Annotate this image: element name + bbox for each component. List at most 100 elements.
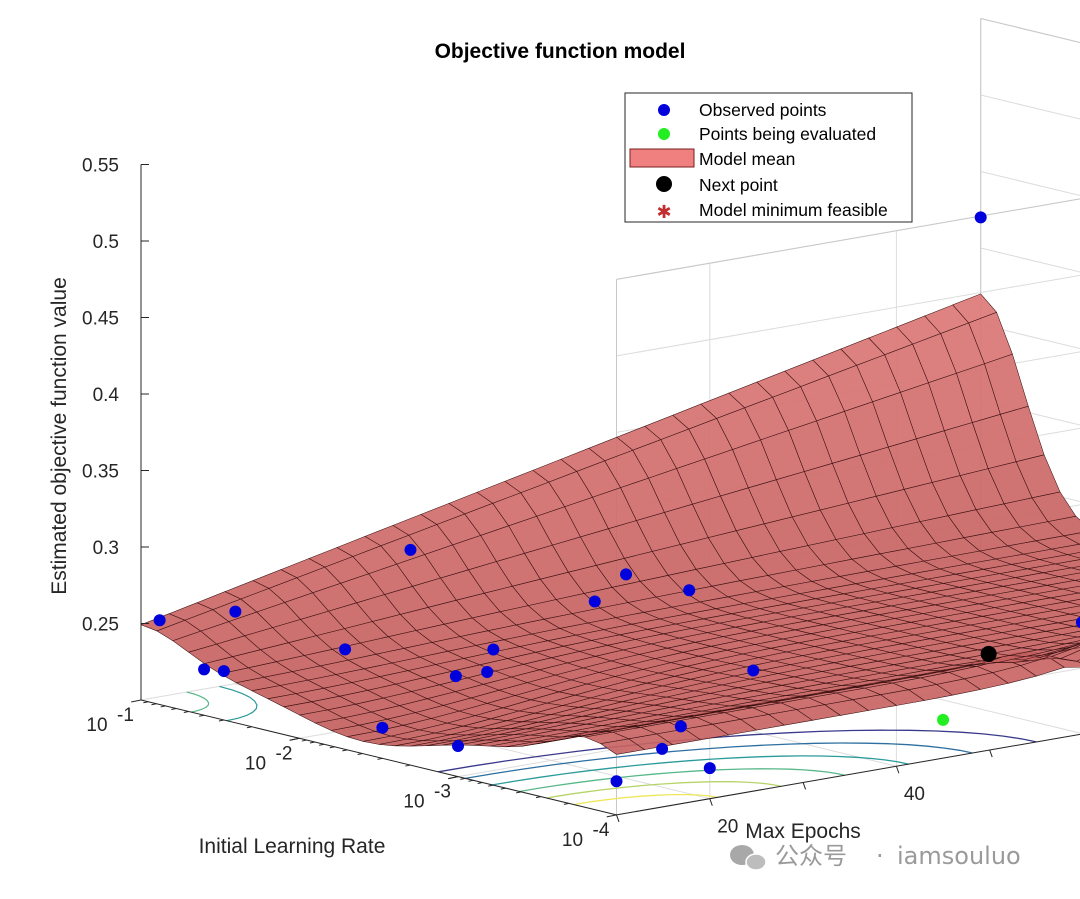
- observed-point: [481, 665, 494, 678]
- legend-label-evaluating: Points being evaluated: [699, 124, 876, 144]
- legend-label-minimum: Model minimum feasible: [699, 200, 888, 220]
- y-axis-line: [616, 733, 1080, 816]
- left-wall-gridline: [980, 18, 1080, 44]
- legend-marker-evaluating: [658, 128, 670, 140]
- x-tick: [342, 749, 348, 752]
- x-tick: [516, 791, 522, 794]
- x-tick: [309, 741, 315, 744]
- x-tick: [563, 802, 569, 805]
- x-tick: [329, 746, 335, 749]
- x-tick-label: 10: [245, 753, 266, 774]
- y-tick: [802, 782, 807, 790]
- z-tick-label: 0.5: [93, 232, 119, 253]
- observed-point: [217, 665, 230, 678]
- legend: Observed points Points being evaluated M…: [624, 92, 913, 223]
- observed-point: [1075, 616, 1080, 629]
- observed-point: [153, 614, 166, 627]
- legend-marker-model-mean: [629, 148, 695, 168]
- floor-contours: [186, 685, 1037, 806]
- x-tick: [246, 726, 252, 729]
- legend-label-model-mean: Model mean: [699, 149, 795, 169]
- evaluating-point: [937, 713, 950, 726]
- x-tick: [319, 743, 325, 746]
- contour-line: [186, 691, 210, 713]
- x-tick: [160, 705, 166, 708]
- legend-marker-next-point: [656, 176, 672, 192]
- back-wall-gridline: [616, 274, 1080, 357]
- x-tick-label: 10: [562, 830, 583, 851]
- contour-line: [519, 768, 846, 793]
- z-tick-label: 0.4: [93, 385, 120, 406]
- x-axis-label: Initial Learning Rate: [199, 835, 386, 858]
- left-wall-gridline: [980, 171, 1080, 197]
- z-axis-label: Estimated objective function value: [48, 277, 71, 595]
- x-tick: [357, 753, 363, 756]
- observed-point: [449, 670, 462, 683]
- z-tick-label: 0.3: [93, 538, 119, 559]
- surface-patch: [1070, 612, 1080, 617]
- left-wall-gridline: [980, 247, 1080, 273]
- x-tick-label: 10: [403, 792, 424, 813]
- x-tick: [460, 777, 466, 780]
- observed-point: [339, 643, 352, 656]
- legend-marker-minimum: ✱: [656, 202, 671, 223]
- data-points: [153, 211, 1080, 788]
- x-tick: [171, 708, 177, 710]
- legend-label-observed: Observed points: [699, 100, 827, 120]
- y-tick-label: 40: [904, 784, 925, 805]
- contour-line: [573, 793, 718, 806]
- watermark: 公众号 · iamsouluo: [730, 842, 1021, 871]
- observed-point: [198, 663, 211, 676]
- legend-marker-observed: [658, 104, 670, 116]
- left-wall-gridline: [980, 324, 1080, 350]
- x-tick: [151, 703, 157, 706]
- z-tick-label: 0.55: [82, 156, 119, 177]
- observed-point: [656, 742, 669, 755]
- x-axis-line: [140, 699, 617, 816]
- x-tick: [535, 796, 541, 799]
- observed-point: [703, 762, 716, 775]
- contour-line: [465, 742, 973, 780]
- box-edge: [616, 198, 1080, 280]
- x-tick: [488, 784, 494, 787]
- x-tick: [143, 701, 149, 704]
- next-point: [980, 645, 997, 662]
- legend-label-next-point: Next point: [699, 175, 778, 195]
- chart-title: Objective function model: [435, 40, 686, 63]
- observed-point: [747, 664, 760, 677]
- y-axis-label: Max Epochs: [745, 820, 861, 843]
- watermark-channel: 公众号: [775, 842, 847, 870]
- x-tick: [183, 711, 189, 714]
- x-tick: [468, 779, 474, 782]
- observed-point: [620, 568, 633, 581]
- left-wall-gridline: [980, 400, 1080, 426]
- x-tick: [218, 719, 224, 722]
- y-tick: [709, 798, 713, 806]
- z-tick-label: 0.35: [82, 462, 119, 483]
- wechat-icon: [730, 845, 767, 871]
- x-tick-exponent: -2: [276, 743, 293, 764]
- x-tick: [405, 764, 411, 767]
- watermark-separator: ·: [876, 842, 884, 870]
- y-tick: [989, 749, 993, 758]
- observed-point: [404, 543, 417, 556]
- observed-point: [487, 643, 500, 656]
- x-tick: [289, 737, 300, 741]
- y-tick: [895, 766, 900, 774]
- x-tick-exponent: -1: [117, 705, 134, 726]
- x-tick: [500, 787, 506, 790]
- x-tick: [377, 757, 383, 760]
- observed-point: [229, 605, 242, 618]
- x-tick-label: 10: [86, 715, 107, 736]
- x-tick: [199, 714, 205, 717]
- z-tick-label: 0.25: [82, 615, 119, 636]
- x-tick-exponent: -3: [434, 782, 451, 803]
- contour-line: [546, 781, 782, 799]
- y-tick: [616, 814, 620, 823]
- x-tick: [131, 699, 142, 703]
- z-tick-label: 0.45: [82, 309, 119, 330]
- contour-line: [492, 755, 909, 786]
- box-edge: [980, 18, 1080, 44]
